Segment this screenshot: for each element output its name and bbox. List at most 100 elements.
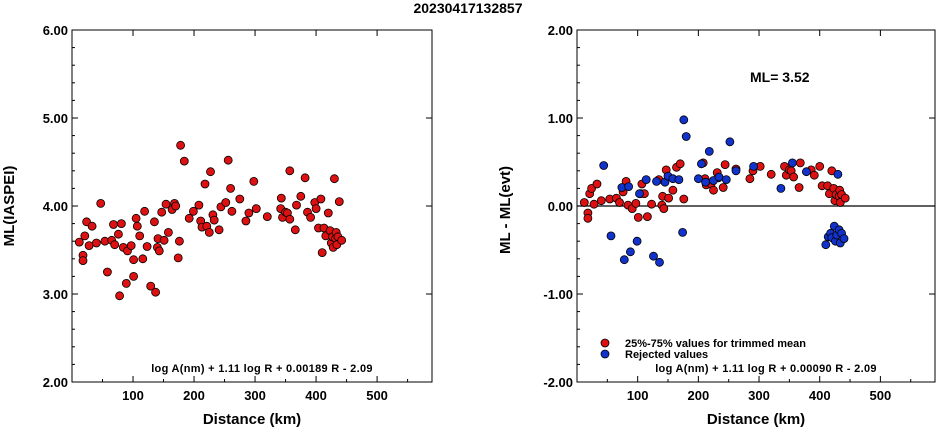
left-data-point [300,173,310,183]
left-data-point [329,174,339,184]
left-y-tick-label: 5.00 [43,111,68,126]
right-data-point [679,115,689,125]
right-data-points [579,115,850,267]
right-data-point [652,176,661,186]
right-data-point [795,158,805,168]
left-data-point [311,204,321,214]
left-x-tick-label: 400 [305,388,327,403]
right-x-tick-label: 100 [627,388,649,403]
right-y-tick-label: 0.00 [548,199,573,214]
left-data-point [223,155,233,165]
left-plot-frame [71,29,433,383]
right-y-tick-label: 1.00 [548,111,573,126]
left-data-point [159,235,169,245]
right-data-point [643,212,652,222]
left-data-point [174,236,184,246]
right-data-point [789,172,798,182]
right-data-point [745,174,755,184]
left-x-tick-label: 200 [183,388,205,403]
left-data-point [276,193,286,203]
right-data-point [641,175,651,185]
right-data-point [649,251,658,261]
right-data-point [668,185,678,195]
right-data-point [647,199,656,209]
left-data-point [151,287,161,297]
right-data-point [718,183,728,192]
left-data-point [334,197,344,207]
right-data-point [624,182,633,192]
left-data-point [129,255,139,265]
left-data-point [221,198,231,207]
left-data-point [235,194,245,204]
legend-marker-rejected [600,349,610,359]
left-data-point [135,231,145,241]
left-data-point [200,179,210,189]
figure-title: 20230417132857 [413,0,522,16]
left-data-point [251,204,261,214]
left-data-point [244,208,254,218]
right-data-point [788,158,797,168]
left-data-point [290,225,300,235]
right-data-point [731,166,741,176]
right-data-point [815,161,825,171]
right-data-point [674,175,684,185]
right-x-tick-label: 500 [870,388,892,403]
left-data-point [109,220,118,229]
left-data-point [131,213,141,223]
right-data-point [583,213,593,223]
left-data-point [306,212,316,222]
right-y-tick-label: -2.00 [543,375,573,390]
left-data-point [204,227,214,237]
right-data-point [589,199,599,209]
left-x-axis-label: Distance (km) [203,411,301,428]
right-data-point [833,169,843,179]
right-data-point [794,183,804,192]
right-x-tick-label: 200 [688,388,710,403]
right-data-point [596,196,606,206]
legend-label-trimmed: 25%-75% values for trimmed mean [625,338,806,350]
left-data-point [194,200,204,210]
left-data-point [188,206,198,216]
left-data-point [292,200,301,210]
right-x-tick-label: 400 [809,388,831,403]
left-data-point [285,166,295,176]
right-data-point [615,198,624,207]
left-axis-ticks: 100 200 300 400 500 2.00 3.00 4.00 5.00 6.00 [43,23,432,403]
left-data-point [227,206,237,216]
right-axis-ticks: 100 200 300 400 500 -2.00 -1.00 0.00 1.00 2.00 [543,23,935,403]
left-data-point [285,214,295,224]
right-data-point [592,179,602,189]
right-data-point [678,227,687,237]
left-data-point [146,281,156,291]
right-formula-annotation: log A(nm) + 1.11 log R + 0.00090 R - 2.0… [655,363,877,375]
left-x-tick-label: 100 [122,388,144,403]
left-data-point [154,246,164,256]
right-data-point [697,159,706,169]
right-data-point [655,257,664,267]
right-data-point [659,204,669,214]
left-data-point [337,235,347,245]
left-data-point [149,217,159,227]
right-data-point [606,231,616,241]
right-data-point [619,255,629,265]
left-data-point [226,183,236,193]
right-data-point [631,198,641,208]
right-data-point [701,177,710,187]
left-data-point [316,194,326,204]
left-y-tick-label: 4.00 [43,199,68,214]
left-x-tick-label: 300 [244,388,266,403]
left-data-point [138,254,148,264]
left-data-point [241,216,251,226]
left-data-point [126,241,136,251]
right-x-tick-label: 300 [748,388,770,403]
left-data-point [317,248,327,258]
left-x-tick-label: 500 [366,388,388,403]
left-data-point [121,278,131,288]
right-x-axis-label: Distance (km) [707,411,805,428]
left-data-point [129,271,139,281]
left-data-point [114,229,123,239]
left-data-point [161,199,171,209]
left-data-point [323,208,333,218]
right-data-point [725,137,735,147]
right-data-point [721,175,731,185]
